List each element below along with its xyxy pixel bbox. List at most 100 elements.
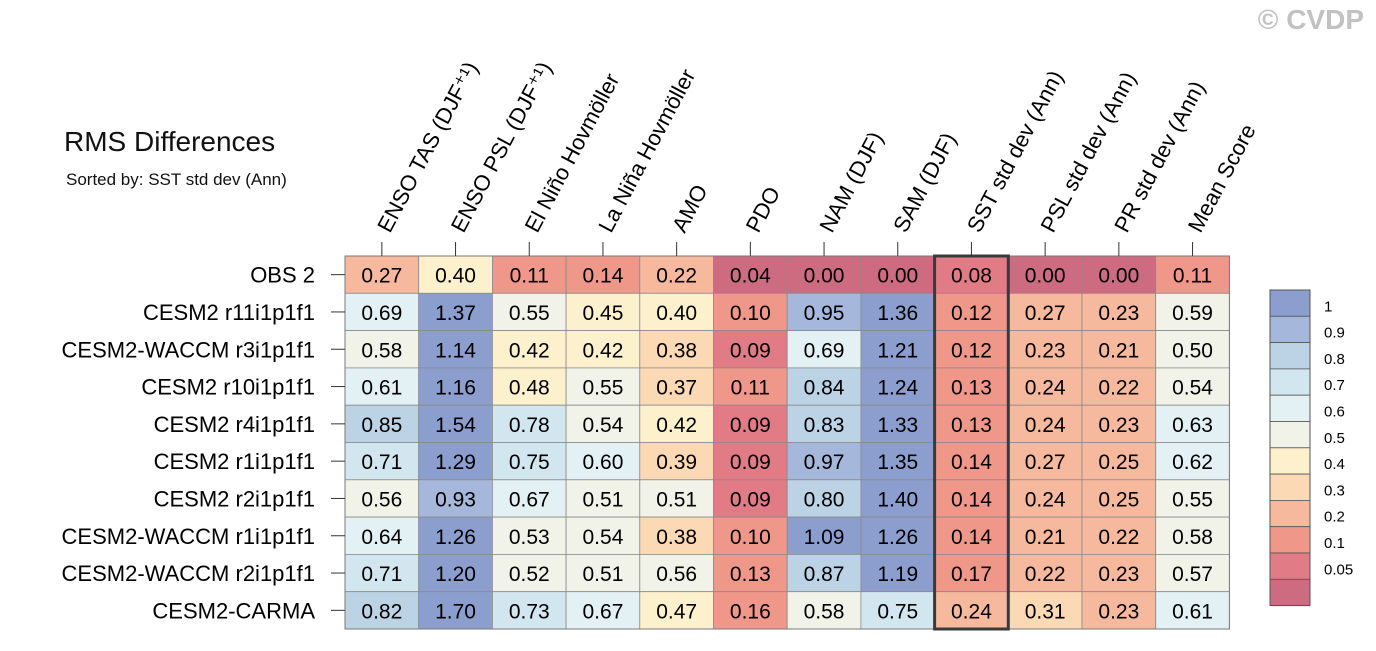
heatmap-cell [934,292,1009,331]
cell-value-label: 0.24 [1025,488,1066,511]
cell-value-label: 0.58 [804,600,845,623]
cell-value-label: 0.40 [656,302,697,325]
colorbar-swatch [1269,421,1311,449]
heatmap-cell [860,554,936,593]
heatmap-cell [344,442,420,481]
cell-value-label: 0.17 [951,563,992,586]
colorbar-tick-label: 0.1 [1324,535,1345,552]
cell-value-label: 0.93 [435,488,476,511]
colorbar-swatch [1269,473,1311,501]
heatmap-cell [1155,404,1230,443]
heatmap-cell [1081,367,1157,406]
cell-value-label: 0.23 [1098,302,1139,325]
cell-value-label: 0.53 [509,526,550,549]
cell-value-label: 0.55 [1172,488,1213,511]
cell-value-label: 1.26 [435,526,476,549]
cell-value-label: 0.60 [583,451,624,474]
cell-value-label: 0.50 [1172,339,1213,362]
cell-value-label: 0.63 [1172,414,1213,437]
cell-value-label: 1.19 [877,563,918,586]
row-label: CESM2-CARMA [152,598,315,623]
cell-value-label: 0.24 [951,600,992,623]
heatmap-cell [1081,554,1157,593]
cvdp-watermark: © CVDP [1257,4,1364,35]
cell-value-label: 0.40 [435,265,476,288]
colorbar-tick-label: 0.4 [1324,456,1345,473]
cell-value-label: 0.45 [583,302,624,325]
cell-value-label: 0.64 [361,526,402,549]
heatmap-cell [344,330,420,369]
heatmap-cell [786,442,862,481]
cell-value-label: 1.35 [877,451,918,474]
cell-value-label: 0.37 [656,377,697,400]
colorbar-swatch [1269,499,1311,528]
heatmap-cell [639,479,714,518]
heatmap-cell [565,554,641,593]
colorbar-swatch [1269,315,1311,343]
cell-value-label: 0.47 [656,600,697,623]
cell-value-label: 1.21 [877,339,918,362]
cell-value-label: 0.42 [656,414,697,437]
cell-value-label: 0.38 [656,526,697,549]
heatmap-cell [565,330,641,369]
cell-value-label: 0.14 [951,526,992,549]
heatmap-cell [565,591,641,630]
column-label: SAM (DJF) [888,129,961,237]
cell-value-label: 0.87 [804,563,845,586]
cell-value-label: 0.11 [510,265,549,288]
heatmap-cell [418,442,493,481]
heatmap-cell [934,516,1009,555]
cell-value-label: 0.42 [583,339,624,362]
cell-value-label: 0.23 [1098,563,1139,586]
colorbar-tick-label: 0.6 [1324,404,1345,421]
cell-value-label: 0.00 [804,265,845,288]
chart-title: RMS Differences [64,126,276,157]
cell-value-label: 0.22 [656,265,697,288]
cell-value-label: 0.51 [656,488,697,511]
cell-value-label: 0.16 [730,600,771,623]
heatmap-cell [1007,442,1083,481]
heatmap-cell [1155,255,1230,294]
cell-value-label: 0.59 [1172,302,1213,325]
cell-value-label: 0.10 [730,302,771,325]
cell-value-label: 0.00 [1098,265,1139,288]
cell-value-label: 0.09 [730,488,771,511]
cell-value-label: 1.09 [804,526,845,549]
heatmap-cell [565,404,641,443]
cell-value-label: 0.11 [1173,265,1212,288]
cell-value-label: 0.61 [361,377,402,400]
cell-value-label: 1.26 [877,526,918,549]
heatmap-cell [491,554,567,593]
cell-value-label: 0.04 [730,265,771,288]
colorbar-swatch [1269,342,1311,370]
colorbar-tick-label: 0.7 [1324,377,1345,394]
cell-value-label: 0.13 [951,377,992,400]
cell-value-label: 0.12 [951,339,992,362]
heatmap-cell [1081,479,1157,518]
colorbar-tick-label: 0.2 [1324,509,1345,526]
cell-value-label: 0.58 [361,339,402,362]
heatmap-cell [639,404,714,443]
cell-value-label: 0.51 [583,563,624,586]
heatmap-cell [713,367,788,406]
cell-value-label: 0.73 [509,600,550,623]
row-label: CESM2 r2i1p1f1 [154,486,315,511]
cell-value-label: 0.27 [1025,302,1066,325]
cell-value-label: 1.20 [435,563,476,586]
cell-value-label: 0.21 [1098,339,1139,362]
heatmap-cell [491,591,567,630]
heatmap-cell [1081,404,1157,443]
heatmap-cell [565,479,641,518]
heatmap-cell [713,292,788,331]
cell-value-label: 0.48 [509,377,550,400]
cell-value-label: 0.27 [361,265,402,288]
heatmap-cell [344,554,420,593]
column-label: PDO [741,183,785,237]
cell-value-label: 0.14 [951,451,992,474]
cell-value-label: 1.37 [435,302,476,325]
colorbar-swatch [1269,394,1311,422]
cell-value-label: 0.75 [509,451,550,474]
cell-value-label: 0.21 [1025,526,1066,549]
heatmap-cell [713,554,788,593]
colorbar-tick-label: 1 [1324,298,1332,315]
